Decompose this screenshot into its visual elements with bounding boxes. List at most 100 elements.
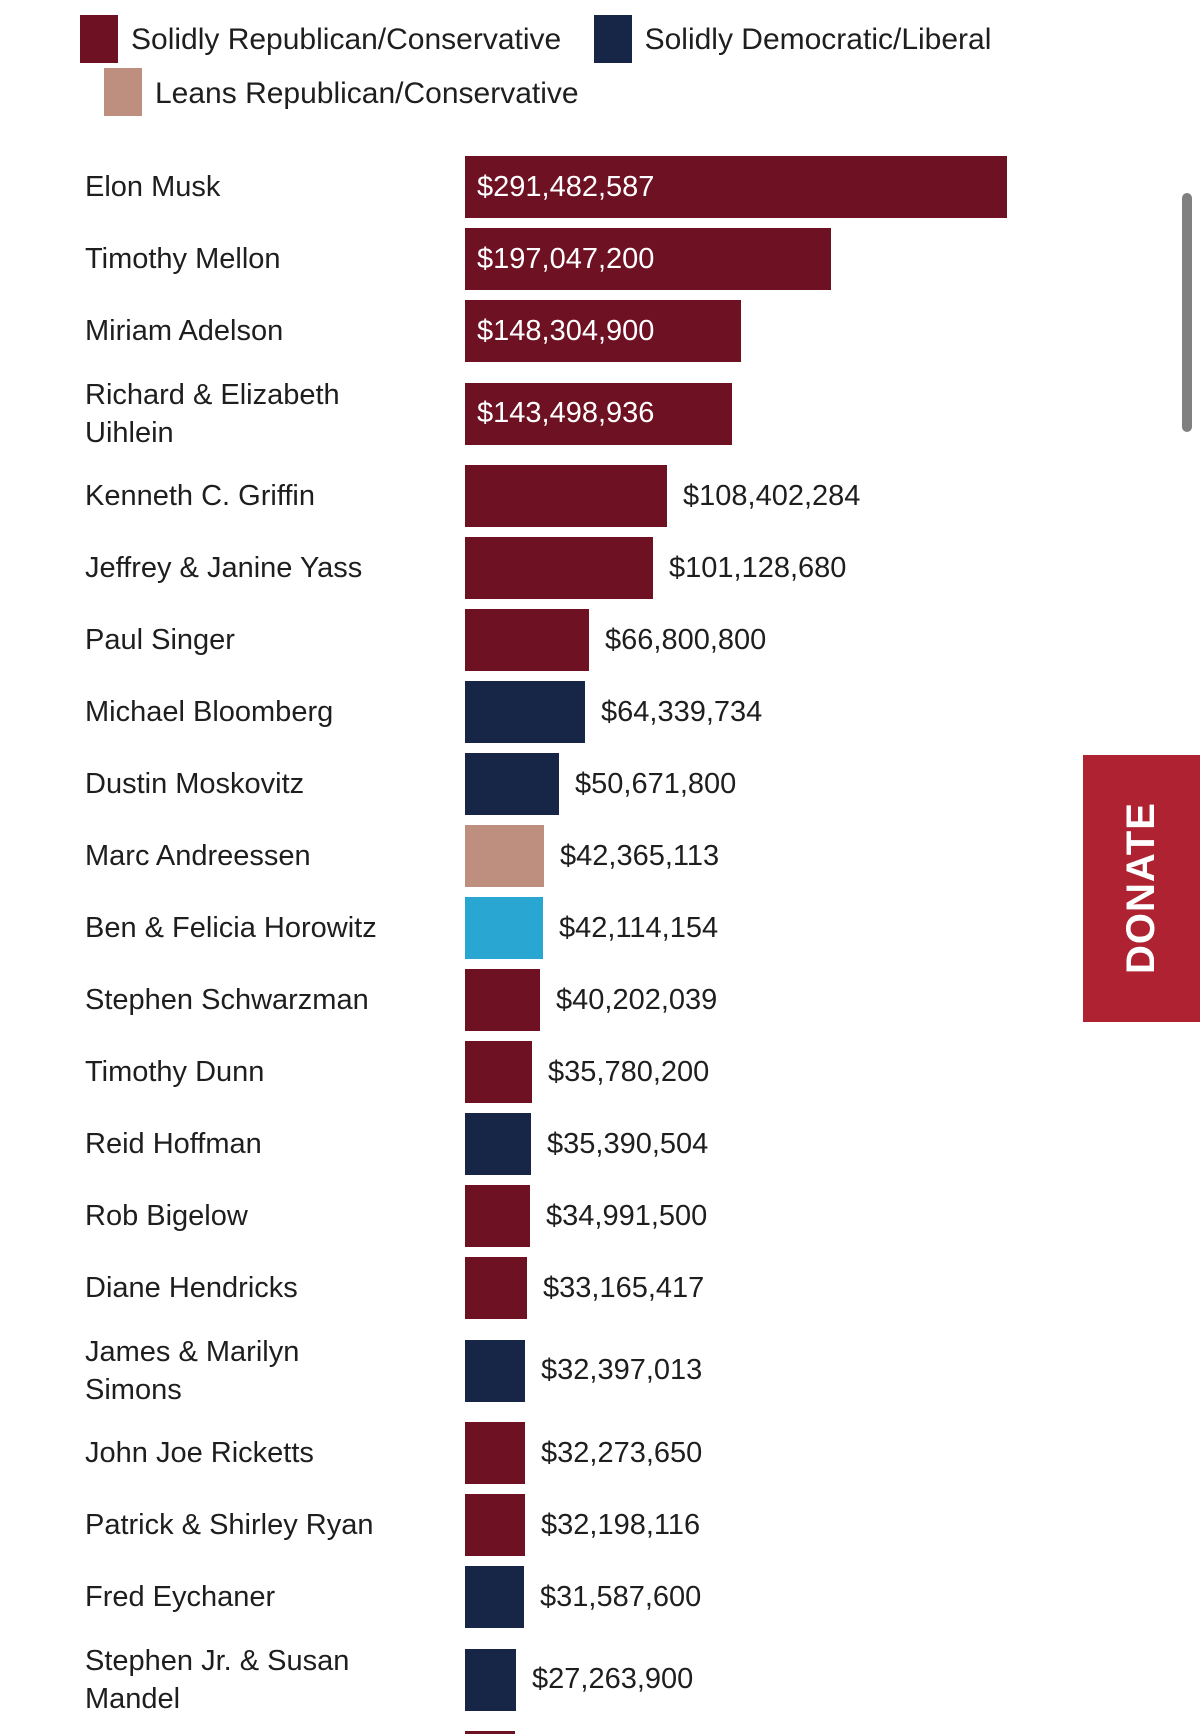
donate-button[interactable]: DONATE — [1083, 755, 1200, 1022]
donor-name: Jeffrey & Janine Yass — [85, 552, 363, 585]
donation-amount: $64,339,734 — [601, 695, 763, 728]
donor-name: Paul Singer — [85, 624, 235, 657]
chart-row: Timothy Dunn $35,780,200 — [0, 1036, 1200, 1108]
donor-name: Patrick & Shirley Ryan — [85, 1509, 374, 1542]
chart-row: Ben & Felicia Horowitz $42,114,154 — [0, 892, 1200, 964]
donation-bar[interactable] — [465, 1731, 515, 1734]
donation-bar[interactable] — [465, 1566, 524, 1629]
donation-bar[interactable] — [465, 969, 540, 1032]
donation-amount: $143,498,936 — [477, 397, 655, 430]
chart-row: Elon Musk $291,482,587 — [0, 151, 1200, 223]
donation-amount: $66,800,800 — [605, 623, 767, 656]
bar-cell: $42,365,113 — [465, 825, 1200, 888]
donation-amount: $108,402,284 — [683, 479, 861, 512]
bar-cell: $108,402,284 — [465, 465, 1200, 528]
scrollbar-thumb[interactable] — [1182, 193, 1192, 432]
chart-row: Reid Hoffman $35,390,504 — [0, 1108, 1200, 1180]
donor-name: James & Marilyn Simons — [85, 1335, 300, 1406]
chart-row: Marc Andreessen $42,365,113 — [0, 820, 1200, 892]
donation-bar[interactable] — [465, 1422, 525, 1485]
chart-row: Fred Eychaner $31,587,600 — [0, 1561, 1200, 1633]
chart-row: Diane Hendricks $33,165,417 — [0, 1252, 1200, 1324]
donation-bar[interactable] — [465, 681, 585, 744]
donation-amount: $197,047,200 — [477, 242, 655, 275]
donation-amount: $32,198,116 — [541, 1508, 701, 1541]
donor-name: Reid Hoffman — [85, 1128, 262, 1161]
chart-legend: Solidly Republican/Conservative Solidly … — [0, 0, 1020, 121]
donor-name: Miriam Adelson — [85, 315, 284, 348]
donation-bar[interactable] — [465, 1494, 525, 1557]
bar-cell: $148,304,900 — [465, 300, 1200, 363]
donation-amount: $27,263,900 — [532, 1663, 694, 1696]
bar-cell: $33,165,417 — [465, 1257, 1200, 1320]
chart-row: Jeffrey & Janine Yass $101,128,680 — [0, 532, 1200, 604]
bar-cell: $66,800,800 — [465, 609, 1200, 672]
chart-row: Stephen Schwarzman $40,202,039 — [0, 964, 1200, 1036]
chart-row: Paul Singer $66,800,800 — [0, 604, 1200, 676]
donation-bar[interactable]: $143,498,936 — [465, 382, 732, 445]
donor-name: Dustin Moskovitz — [85, 768, 305, 801]
donor-name: Marc Andreessen — [85, 840, 311, 873]
legend-label-solidly-republican: Solidly Republican/Conservative — [131, 23, 562, 56]
donation-amount: $291,482,587 — [477, 170, 655, 203]
donation-bar[interactable] — [465, 825, 544, 888]
donor-name: Stephen Jr. & Susan Mandel — [85, 1644, 350, 1715]
donation-amount: $40,202,039 — [556, 983, 718, 1016]
bar-cell: $50,671,800 — [465, 753, 1200, 816]
chart-row: Rob Bigelow $34,991,500 — [0, 1180, 1200, 1252]
donation-bar[interactable] — [465, 1185, 530, 1248]
donation-bar[interactable]: $197,047,200 — [465, 228, 831, 291]
donation-bar[interactable] — [465, 1257, 527, 1320]
donor-name: Richard & Elizabeth Uihlein — [85, 378, 340, 449]
chart-row: Patrick & Shirley Ryan $32,198,116 — [0, 1489, 1200, 1561]
donation-amount: $42,365,113 — [560, 839, 720, 872]
donation-bar[interactable] — [465, 465, 667, 528]
donor-name: Diane Hendricks — [85, 1272, 298, 1305]
legend-swatch-solidly-republican-icon — [80, 14, 118, 63]
donation-amount: $50,671,800 — [575, 767, 737, 800]
legend-label-leans-republican: Leans Republican/Conservative — [155, 76, 579, 110]
bar-cell: $197,047,200 — [465, 228, 1200, 291]
legend-label-solidly-democratic: Solidly Democratic/Liberal — [644, 23, 992, 56]
donation-bar[interactable]: $291,482,587 — [465, 156, 1007, 219]
donation-amount: $32,273,650 — [541, 1436, 703, 1469]
bar-cell: $40,202,039 — [465, 969, 1200, 1032]
bar-cell: $42,114,154 — [465, 897, 1200, 960]
donation-bar[interactable]: $148,304,900 — [465, 300, 741, 363]
donation-bar[interactable] — [465, 609, 589, 672]
bar-cell — [465, 1731, 1200, 1734]
donation-bar[interactable] — [465, 753, 559, 816]
donation-bar[interactable] — [465, 1339, 525, 1402]
chart-row: Kenneth C. Griffin $108,402,284 — [0, 460, 1200, 532]
bar-cell: $27,263,900 — [465, 1648, 1200, 1711]
bar-cell: $35,780,200 — [465, 1041, 1200, 1104]
donation-amount: $35,390,504 — [547, 1127, 709, 1160]
donor-name: Michael Bloomberg — [85, 696, 334, 729]
donation-amount: $34,991,500 — [546, 1199, 708, 1232]
donation-bar[interactable] — [465, 537, 653, 600]
bar-cell: $31,587,600 — [465, 1566, 1200, 1629]
donor-name: Stephen Schwarzman — [85, 984, 369, 1017]
bar-cell: $35,390,504 — [465, 1113, 1200, 1176]
donation-amount: $35,780,200 — [548, 1055, 710, 1088]
donation-bar[interactable] — [465, 1041, 532, 1104]
bar-chart: Elon Musk $291,482,587 Timothy Mellon $1… — [0, 151, 1200, 1734]
donor-name: Timothy Dunn — [85, 1056, 265, 1089]
bar-cell: $32,198,116 — [465, 1494, 1200, 1557]
donation-bar[interactable] — [465, 1648, 516, 1711]
chart-row: Stephen Jr. & Susan Mandel $27,263,900 — [0, 1633, 1200, 1726]
legend-item-leans-republican: Leans Republican/Conservative — [80, 68, 579, 117]
donation-bar[interactable] — [465, 1113, 531, 1176]
bar-cell: $101,128,680 — [465, 537, 1200, 600]
donor-name: Fred Eychaner — [85, 1581, 276, 1614]
legend-swatch-leans-republican-icon — [104, 68, 142, 117]
legend-item-solidly-republican: Solidly Republican/Conservative — [80, 14, 562, 63]
donor-name: Ben & Felicia Horowitz — [85, 912, 377, 945]
legend-swatch-solidly-democratic-icon — [593, 14, 632, 63]
bar-cell: $32,273,650 — [465, 1422, 1200, 1485]
bar-cell: $143,498,936 — [465, 382, 1200, 445]
chart-row — [0, 1726, 1200, 1734]
donation-bar[interactable] — [465, 897, 543, 960]
donor-name: Kenneth C. Griffin — [85, 480, 315, 513]
